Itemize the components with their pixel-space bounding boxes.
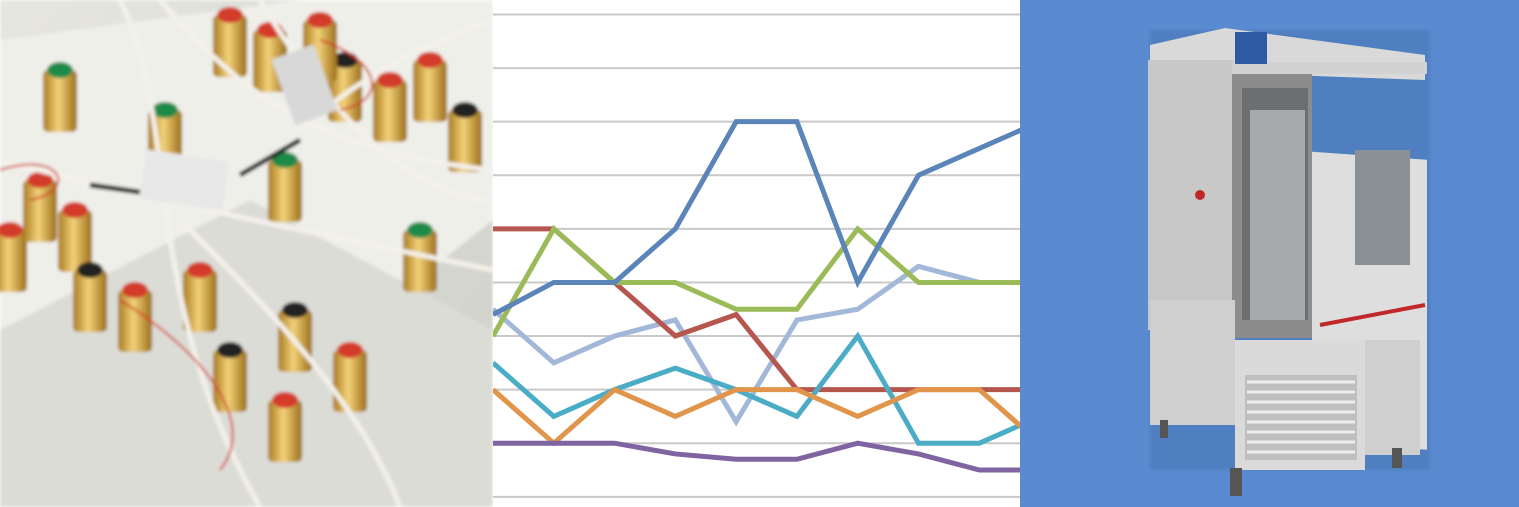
- connector-cap: [62, 202, 88, 218]
- connector-cap: [337, 342, 363, 358]
- connector: [43, 70, 77, 132]
- connector: [58, 210, 92, 272]
- connector: [118, 290, 152, 352]
- data-line: [493, 440, 1020, 473]
- connector: [73, 270, 107, 332]
- chart-background: [493, 0, 1020, 507]
- connector: [23, 180, 57, 242]
- connector-cap: [0, 222, 23, 238]
- connector-cap: [452, 102, 478, 118]
- connector: [403, 230, 437, 292]
- connector-cap: [377, 72, 403, 88]
- connector-cap: [272, 152, 298, 168]
- connector: [183, 270, 217, 332]
- connector-cap: [282, 302, 308, 318]
- data-line: [493, 331, 1020, 446]
- connector: [413, 60, 447, 122]
- connector-cap: [187, 262, 213, 278]
- connector-cap: [307, 12, 333, 28]
- connector-photo: [0, 0, 494, 507]
- connector-cap: [47, 62, 73, 78]
- connector: [268, 400, 302, 462]
- chamber-photo: [1020, 0, 1519, 507]
- connector-cap: [217, 342, 243, 358]
- connector-cap: [417, 52, 443, 68]
- data-line: [493, 119, 1020, 317]
- connector-cap: [77, 262, 103, 278]
- connector-cap: [122, 282, 148, 298]
- data-line: [493, 386, 1020, 447]
- connector-cap: [407, 222, 433, 238]
- connector-cap: [27, 172, 53, 188]
- connector-cap: [272, 392, 298, 408]
- connector-cap: [217, 7, 243, 23]
- connector-cap: [152, 102, 178, 118]
- data-line: [493, 224, 1020, 338]
- connector: [333, 350, 367, 412]
- connector: [213, 350, 247, 412]
- data-line: [493, 263, 1020, 427]
- connector: [0, 230, 27, 292]
- connector: [213, 15, 247, 77]
- connector: [373, 80, 407, 142]
- connector: [268, 160, 302, 222]
- connector: [448, 110, 482, 172]
